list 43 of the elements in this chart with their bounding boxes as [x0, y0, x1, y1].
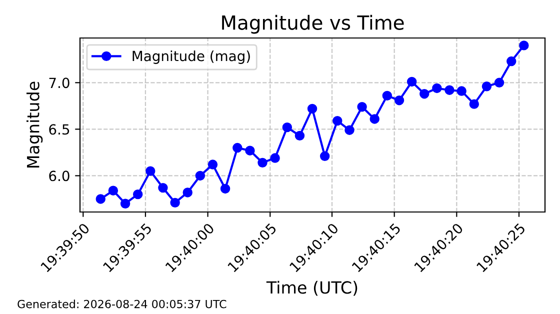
y-axis-title: Magnitude [26, 82, 43, 168]
point [258, 158, 268, 168]
point [357, 102, 367, 112]
point [307, 104, 318, 114]
y-tick-label: 7.0 [49, 78, 70, 88]
point [108, 186, 118, 196]
point [132, 189, 143, 200]
y-tick-label: 6.5 [49, 124, 70, 135]
point [432, 83, 442, 94]
point [208, 160, 218, 170]
point [320, 151, 330, 162]
point [482, 82, 492, 92]
point [120, 198, 130, 208]
point [270, 153, 280, 163]
legend-label: Magnitude (mag) [132, 50, 250, 64]
point [294, 130, 305, 141]
y-tick-label: 6.0 [49, 170, 70, 182]
point [146, 166, 156, 176]
point [282, 122, 292, 132]
point [494, 78, 504, 88]
point [96, 194, 106, 204]
point [519, 40, 529, 50]
point [406, 76, 417, 87]
point [506, 56, 516, 66]
chart-title: Magnitude vs Time [222, 14, 404, 34]
point [469, 99, 480, 109]
point [382, 90, 392, 101]
point [220, 184, 230, 194]
point [444, 85, 454, 95]
point [182, 188, 192, 198]
point [232, 142, 242, 153]
point [195, 170, 206, 181]
point [394, 95, 404, 106]
point [170, 198, 180, 208]
point [456, 86, 466, 96]
point [245, 146, 255, 156]
text: Generated: 2026-08-24 00:05:37 UTC [18, 300, 226, 308]
point [420, 88, 430, 99]
x-axis-title: Time (UTC) [266, 280, 358, 296]
point [370, 114, 380, 124]
point [344, 125, 354, 135]
point [332, 116, 342, 126]
point [158, 182, 168, 193]
